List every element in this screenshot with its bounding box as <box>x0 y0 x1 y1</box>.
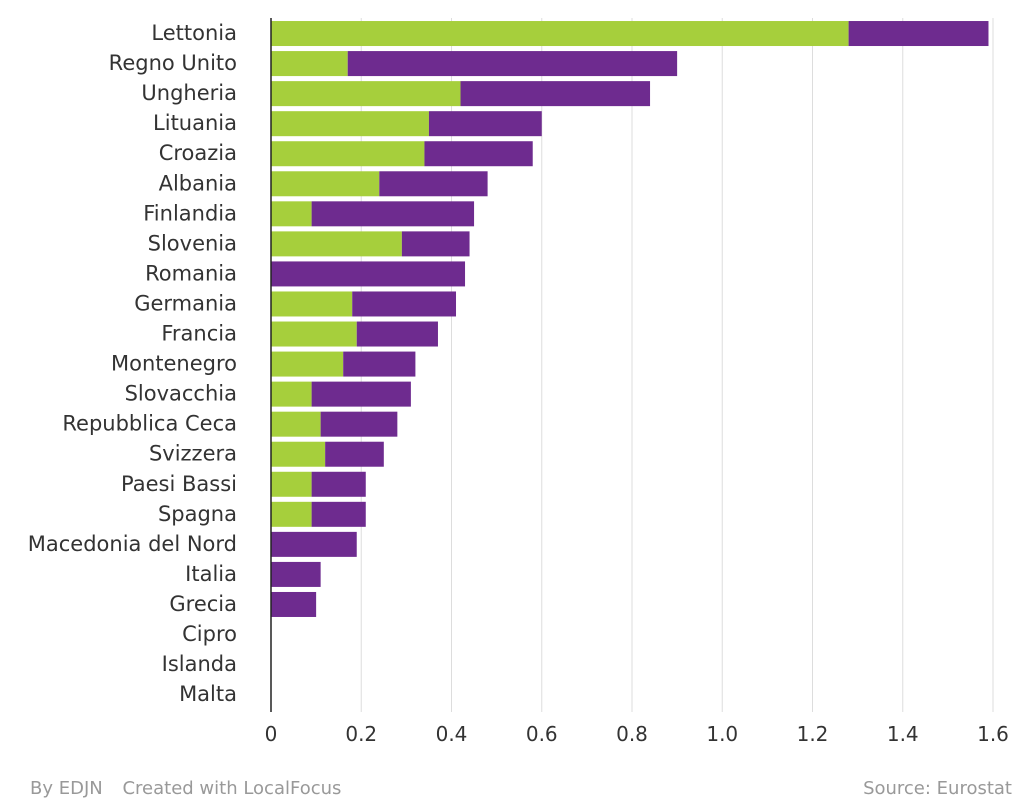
bar-segment-1 <box>271 21 849 47</box>
bar-segment-2 <box>325 441 384 467</box>
category-label: Lituania <box>153 111 237 135</box>
bar-segment-1 <box>271 111 429 137</box>
category-label: Macedonia del Nord <box>28 532 237 556</box>
stacked-bar-chart: Lettonia Regno Unito Ungheria Lituania Croaz… <box>28 18 1009 746</box>
bar-segment-1 <box>271 81 461 107</box>
bar-segment-1 <box>271 141 425 167</box>
bar-segment-2 <box>848 21 989 47</box>
x-tick-label: 0 <box>265 722 278 746</box>
category-label: Islanda <box>162 652 237 676</box>
bar-segment-1 <box>271 231 402 257</box>
x-tick-label: 1.6 <box>977 722 1009 746</box>
category-label: Francia <box>161 322 237 346</box>
x-tick-label: 0.6 <box>526 722 558 746</box>
bar-segment-2 <box>424 141 533 167</box>
category-label: Cipro <box>182 622 237 646</box>
category-label: Malta <box>179 682 237 706</box>
category-label: Montenegro <box>111 352 237 376</box>
category-label: Regno Unito <box>109 51 237 75</box>
bar-segment-1 <box>271 411 321 437</box>
footer-created: Created with LocalFocus <box>122 778 342 799</box>
bar-segment-2 <box>352 291 457 317</box>
bar-segment-1 <box>271 501 312 527</box>
category-label: Italia <box>185 562 237 586</box>
bar-segment-1 <box>271 321 357 347</box>
bar-segment-1 <box>271 441 326 467</box>
bar-segment-2 <box>311 501 366 527</box>
category-label: Repubblica Ceca <box>62 412 237 436</box>
bar-segment-2 <box>311 381 411 407</box>
bar-segment-1 <box>271 471 312 497</box>
category-label: Albania <box>159 171 237 195</box>
bar-segment-2 <box>311 471 366 497</box>
x-tick-label: 1.4 <box>887 722 919 746</box>
bar-segment-1 <box>271 201 312 227</box>
footer-by: By EDJN <box>30 778 103 799</box>
bar-segment-2 <box>428 111 542 137</box>
x-axis-ticks: 0 0.2 0.4 0.6 0.8 1.0 1.2 1.4 1.6 <box>265 722 1009 746</box>
bar-segment-2 <box>271 531 357 557</box>
x-tick-label: 0.2 <box>345 722 377 746</box>
bar-segment-1 <box>271 171 380 197</box>
bar-segment-1 <box>271 351 344 377</box>
bar-segment-2 <box>460 81 651 107</box>
bar-segment-2 <box>311 201 475 227</box>
category-label: Romania <box>145 261 237 285</box>
category-label: Paesi Bassi <box>121 472 237 496</box>
bar-segment-2 <box>271 261 466 287</box>
bar-segment-2 <box>347 51 678 77</box>
bar-segment-2 <box>356 321 438 347</box>
category-label: Slovacchia <box>125 382 237 406</box>
category-label: Germania <box>134 291 237 315</box>
bar-segment-1 <box>271 291 353 317</box>
bars <box>271 21 989 617</box>
bar-segment-1 <box>271 381 312 407</box>
bar-segment-2 <box>271 561 321 587</box>
category-label: Svizzera <box>149 442 237 466</box>
x-tick-label: 1.0 <box>706 722 738 746</box>
bar-segment-2 <box>320 411 398 437</box>
category-label: Lettonia <box>151 21 237 45</box>
category-label: Slovenia <box>148 231 237 255</box>
bar-segment-2 <box>343 351 416 377</box>
x-tick-label: 1.2 <box>797 722 829 746</box>
category-label: Spagna <box>158 502 237 526</box>
bar-segment-2 <box>401 231 470 257</box>
category-label: Ungheria <box>141 81 237 105</box>
category-label: Grecia <box>169 592 237 616</box>
x-tick-label: 0.8 <box>616 722 648 746</box>
bar-segment-2 <box>379 171 488 197</box>
footer-source: Source: Eurostat <box>863 778 1012 799</box>
x-tick-label: 0.4 <box>436 722 468 746</box>
category-label: Croazia <box>159 141 237 165</box>
footer-credits: By EDJN Created with LocalFocus <box>30 778 355 799</box>
category-labels: Lettonia Regno Unito Ungheria Lituania Croaz… <box>28 21 237 706</box>
category-label: Finlandia <box>143 201 237 225</box>
bar-segment-1 <box>271 51 348 77</box>
bar-segment-2 <box>271 591 317 617</box>
